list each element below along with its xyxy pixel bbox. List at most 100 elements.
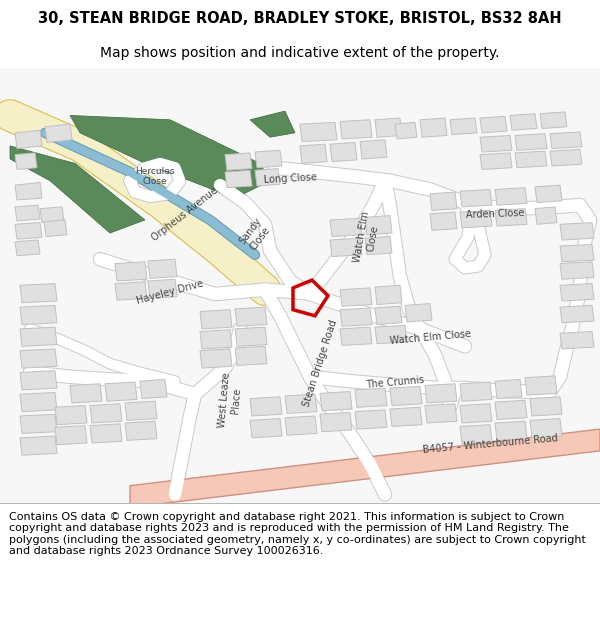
Polygon shape [255, 169, 280, 186]
Polygon shape [330, 218, 362, 236]
Text: West Leaze
Place: West Leaze Place [217, 372, 243, 429]
Polygon shape [535, 185, 562, 202]
Polygon shape [495, 379, 522, 399]
Polygon shape [390, 386, 422, 406]
Polygon shape [430, 212, 457, 231]
Polygon shape [20, 371, 57, 390]
Polygon shape [15, 153, 37, 169]
Polygon shape [105, 382, 137, 401]
Polygon shape [480, 153, 512, 169]
Text: Stean Bridge Road: Stean Bridge Road [301, 319, 339, 408]
Polygon shape [20, 327, 57, 346]
Polygon shape [90, 424, 122, 443]
Polygon shape [425, 384, 457, 403]
Polygon shape [125, 401, 157, 421]
Polygon shape [560, 306, 594, 322]
Polygon shape [460, 382, 492, 401]
Polygon shape [535, 207, 557, 224]
Polygon shape [115, 282, 147, 300]
Polygon shape [235, 327, 267, 346]
Polygon shape [460, 425, 492, 444]
Polygon shape [250, 419, 282, 437]
Polygon shape [225, 170, 252, 187]
Text: Hercules
Close: Hercules Close [135, 167, 175, 186]
Polygon shape [235, 346, 267, 366]
Polygon shape [515, 134, 547, 150]
Polygon shape [300, 144, 327, 163]
Text: Map shows position and indicative extent of the property.: Map shows position and indicative extent… [100, 46, 500, 59]
Polygon shape [200, 310, 232, 329]
Polygon shape [250, 111, 295, 138]
Polygon shape [20, 436, 57, 455]
Polygon shape [355, 410, 387, 429]
Polygon shape [530, 419, 562, 437]
Polygon shape [540, 112, 567, 129]
Polygon shape [320, 412, 352, 432]
Polygon shape [115, 262, 147, 281]
Polygon shape [495, 209, 527, 226]
Polygon shape [20, 414, 57, 433]
Polygon shape [480, 116, 507, 133]
Polygon shape [225, 153, 252, 170]
Polygon shape [70, 116, 270, 198]
Text: Contains OS data © Crown copyright and database right 2021. This information is : Contains OS data © Crown copyright and d… [9, 512, 586, 556]
Polygon shape [430, 192, 457, 211]
Polygon shape [20, 349, 57, 368]
Polygon shape [300, 122, 337, 141]
Polygon shape [495, 421, 527, 441]
Text: Sandy
Close: Sandy Close [237, 216, 273, 253]
Polygon shape [365, 216, 392, 235]
Polygon shape [340, 327, 372, 346]
Polygon shape [20, 284, 57, 302]
Polygon shape [560, 284, 594, 301]
Polygon shape [130, 429, 600, 508]
Polygon shape [450, 118, 477, 134]
Polygon shape [340, 308, 372, 326]
Polygon shape [460, 404, 492, 423]
Polygon shape [560, 244, 594, 262]
Polygon shape [285, 416, 317, 435]
Text: Watch Elm
Close: Watch Elm Close [352, 210, 382, 265]
Polygon shape [250, 397, 282, 416]
Polygon shape [285, 394, 317, 413]
Polygon shape [530, 397, 562, 416]
Text: The Crunnis: The Crunnis [365, 376, 425, 391]
Polygon shape [420, 118, 447, 138]
Polygon shape [148, 259, 177, 278]
Polygon shape [330, 238, 362, 256]
Polygon shape [15, 130, 42, 149]
Polygon shape [40, 207, 64, 222]
Polygon shape [330, 142, 357, 162]
Polygon shape [375, 118, 402, 138]
Text: Orpheus Avenue: Orpheus Avenue [150, 185, 220, 242]
Polygon shape [70, 384, 102, 403]
Polygon shape [15, 222, 42, 239]
Polygon shape [560, 331, 594, 349]
Polygon shape [45, 124, 72, 142]
Polygon shape [495, 188, 527, 205]
Polygon shape [460, 189, 492, 207]
Text: 30, STEAN BRIDGE ROAD, BRADLEY STOKE, BRISTOL, BS32 8AH: 30, STEAN BRIDGE ROAD, BRADLEY STOKE, BR… [38, 11, 562, 26]
Polygon shape [148, 279, 177, 298]
Polygon shape [55, 426, 87, 445]
Polygon shape [365, 236, 392, 255]
Polygon shape [90, 404, 122, 423]
Polygon shape [560, 222, 594, 240]
Polygon shape [320, 392, 352, 411]
Text: B4057 - Winterbourne Road: B4057 - Winterbourne Road [422, 433, 558, 455]
Polygon shape [15, 205, 40, 221]
Polygon shape [515, 151, 547, 168]
Polygon shape [550, 149, 582, 166]
Polygon shape [360, 140, 387, 159]
Polygon shape [525, 376, 557, 395]
Polygon shape [20, 392, 57, 412]
Polygon shape [405, 304, 432, 322]
Polygon shape [44, 220, 67, 236]
Polygon shape [375, 285, 402, 304]
Polygon shape [55, 406, 87, 425]
Polygon shape [140, 379, 167, 399]
Polygon shape [340, 288, 372, 306]
Polygon shape [255, 150, 282, 168]
Polygon shape [495, 401, 527, 419]
Polygon shape [15, 182, 42, 200]
